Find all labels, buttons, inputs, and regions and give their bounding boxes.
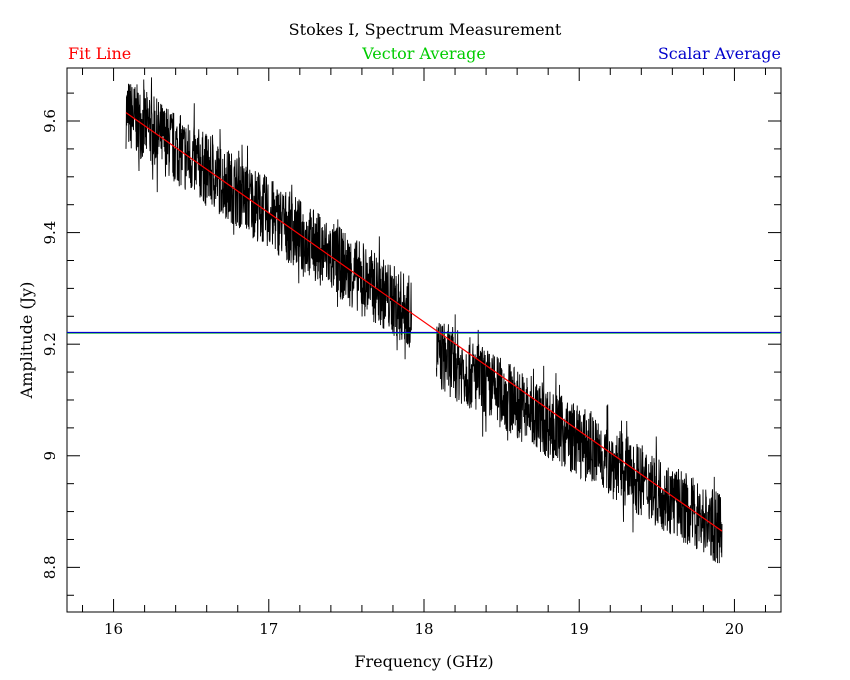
y-tick-label: 9 xyxy=(41,451,59,461)
x-tick-label: 19 xyxy=(570,620,589,638)
y-tick-label: 9.2 xyxy=(41,332,59,356)
legend-fit-line: Fit Line xyxy=(68,44,131,63)
spectrum-segment xyxy=(435,314,723,564)
legend-vector-average: Vector Average xyxy=(361,44,486,63)
legend-scalar-average: Scalar Average xyxy=(658,44,781,63)
fit-line xyxy=(125,112,723,532)
x-tick-label: 17 xyxy=(259,620,278,638)
x-tick-label: 16 xyxy=(104,620,123,638)
plot-area: 16 17 18 19 20 8.8 9 9.2 9.4 9.6 xyxy=(41,67,782,638)
y-tick-label: 8.8 xyxy=(41,555,59,579)
y-axis-label: Amplitude (Jy) xyxy=(17,282,36,400)
x-tick-label: 18 xyxy=(414,620,433,638)
y-tick-label: 9.4 xyxy=(41,221,59,245)
spectrum-segment xyxy=(125,77,413,360)
chart-title: Stokes I, Spectrum Measurement xyxy=(289,20,562,39)
y-tick-label: 9.6 xyxy=(41,109,59,133)
x-tick-label: 20 xyxy=(725,620,744,638)
x-axis-label: Frequency (GHz) xyxy=(354,652,493,671)
